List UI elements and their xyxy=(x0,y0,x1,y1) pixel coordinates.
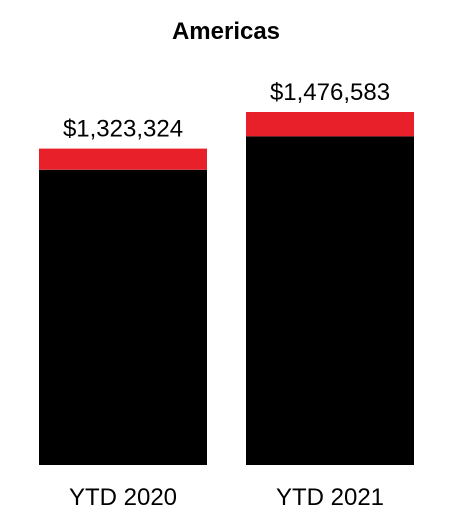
total-label-1: $1,323,324 xyxy=(63,116,183,143)
category-labels-group: YTD 2020 YTD 2021 xyxy=(69,484,384,511)
chart-title: Americas xyxy=(172,18,280,45)
bar-segment-base-1 xyxy=(39,169,207,466)
bars-group xyxy=(39,112,414,466)
bar-segment-base-2 xyxy=(246,136,414,466)
category-label-2: YTD 2021 xyxy=(276,484,384,511)
bar-segment-top-2 xyxy=(246,112,414,137)
bar-segment-top-1 xyxy=(39,148,207,170)
total-labels-group: $1,323,324 $1,476,583 xyxy=(63,79,390,143)
total-label-2: $1,476,583 xyxy=(270,79,390,106)
category-label-1: YTD 2020 xyxy=(69,484,177,511)
